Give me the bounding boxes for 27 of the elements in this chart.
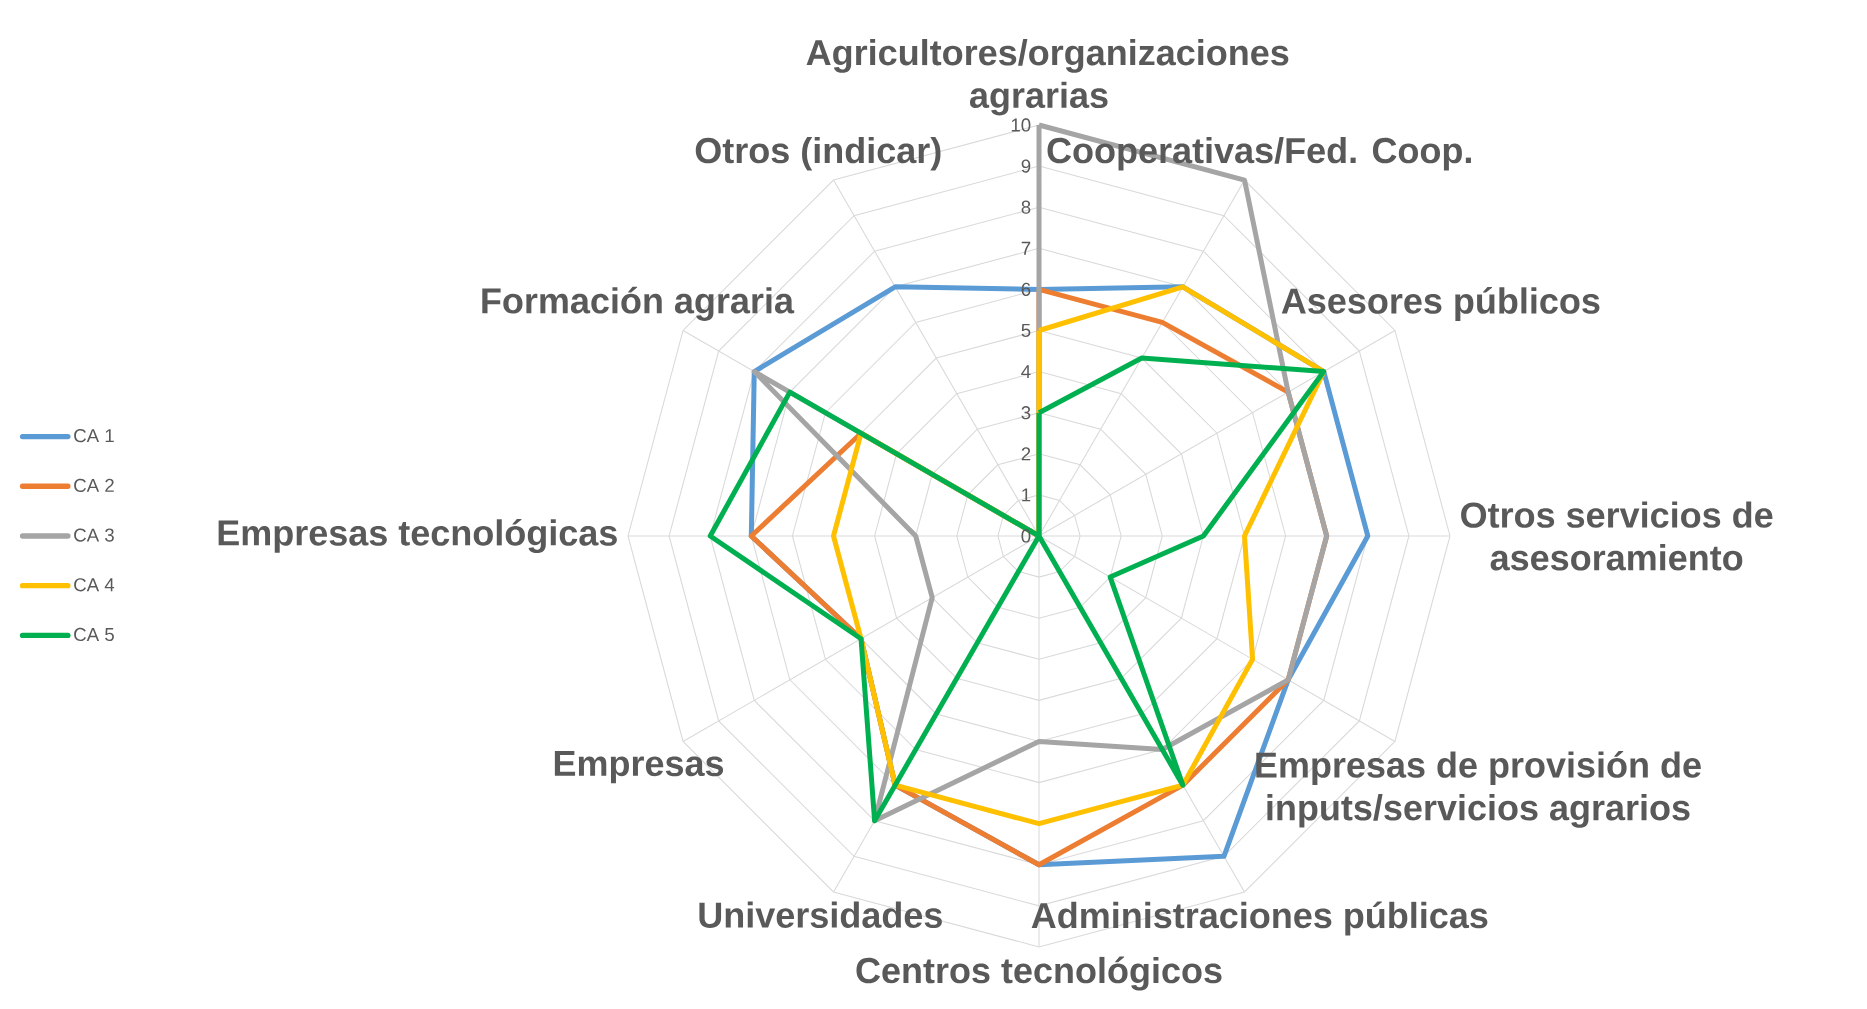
spoke-label: Otros servicios de asesoramiento	[1461, 501, 1773, 571]
spoke-label: Asesores públicos	[1281, 287, 1600, 321]
y-tick-label: 1	[1022, 488, 1031, 502]
spoke-label: Formación agraria	[482, 286, 795, 321]
spoke-label: Otros (indicar)	[695, 136, 941, 171]
y-tick-label: 3	[1021, 406, 1031, 420]
spoke-label: Agricultores/organizaciones agrarias	[806, 38, 1289, 116]
spoke-label: Empresas	[554, 751, 724, 784]
spoke-label: Empresas de provisión de inputs/servicios agrarios	[1256, 751, 1701, 828]
spoke-label: Cooperativas/Fed. Coop.	[1047, 136, 1471, 171]
y-tick-label: 9	[1021, 159, 1031, 173]
legend-label: CA 4	[74, 578, 115, 592]
y-tick-label: 2	[1021, 447, 1031, 461]
y-tick-label: 0	[1021, 529, 1031, 543]
spoke-label: Empresas tecnológicas	[218, 518, 617, 554]
legend-label: CA 3	[74, 528, 114, 542]
legend-label: CA 2	[74, 478, 114, 492]
y-tick-label: 8	[1021, 200, 1031, 214]
spoke-label: Universidades	[699, 901, 942, 928]
y-tick-label: 5	[1021, 323, 1031, 337]
legend-label: CA 1	[74, 429, 114, 443]
y-tick-label: 7	[1021, 241, 1031, 255]
legend-label: CA 5	[74, 627, 114, 642]
y-tick-label: 4	[1021, 365, 1031, 379]
spoke-label: Administraciones públicas	[1031, 901, 1488, 936]
spoke-label: Centros tecnológicos	[856, 956, 1222, 991]
y-tick-label: 10	[1011, 118, 1031, 132]
